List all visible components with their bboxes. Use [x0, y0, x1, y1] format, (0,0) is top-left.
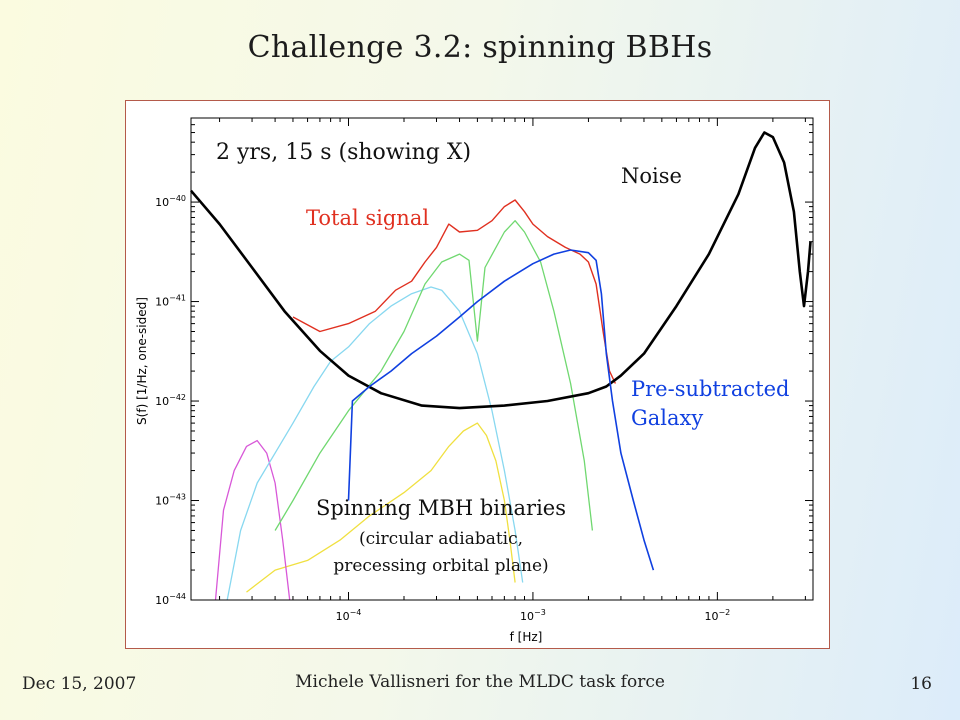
annotation-mbh-line3: precessing orbital plane) — [333, 556, 548, 576]
y-tick-label: 10−41 — [155, 294, 186, 309]
annotation-mbh-line2: (circular adiabatic, — [359, 529, 523, 549]
annotation-total-signal: Total signal — [306, 206, 429, 230]
series-line-total-signal — [292, 199, 617, 384]
annotation-noise: Noise — [621, 164, 682, 188]
series-line-noise — [190, 131, 812, 410]
series-layer — [190, 131, 812, 601]
plot-frame: 10−4 10−3 10−2 10−40 10−41 10−42 10−43 10−44 f … — [125, 100, 830, 649]
axes-box — [190, 117, 814, 601]
annotation-duration: 2 yrs, 15 s (showing X) — [216, 140, 471, 165]
series-line-mbh-cyan — [226, 286, 524, 601]
series-line-mbh-yellow — [246, 422, 516, 593]
x-tick-label: 10−2 — [704, 608, 730, 623]
footer-author: Michele Vallisneri for the MLDC task for… — [295, 672, 665, 692]
y-tick-label: 10−44 — [155, 592, 186, 607]
y-tick-label: 10−42 — [155, 393, 186, 408]
x-tick-label: 10−4 — [336, 608, 362, 623]
y-tick-label: 10−43 — [155, 493, 186, 508]
slide-title: Challenge 3.2: spinning BBHs — [247, 30, 713, 65]
annotation-mbh-line1: Spinning MBH binaries — [316, 496, 566, 520]
annotation-galaxy-line2: Galaxy — [631, 406, 703, 430]
series-line-galaxy — [347, 249, 655, 571]
footer-date: Dec 15, 2007 — [22, 674, 137, 694]
y-tick-label: 10−40 — [155, 194, 186, 209]
x-tick-label: 10−3 — [520, 608, 546, 623]
series-line-mbh-magenta — [214, 439, 291, 601]
annotation-galaxy-line1: Pre-subtracted — [631, 377, 790, 401]
spectrum-chart: 10−4 10−3 10−2 10−40 10−41 10−42 10−43 10−44 f … — [135, 117, 814, 644]
x-axis-label: f [Hz] — [510, 630, 543, 644]
series-line-mbh-green — [274, 220, 594, 531]
footer-page-number: 16 — [910, 674, 932, 694]
tick-layer: 10−4 10−3 10−2 10−40 10−41 10−42 10−43 10−44 — [155, 117, 813, 623]
y-axis-label: S(f) [1/Hz, one-sided] — [135, 297, 149, 425]
